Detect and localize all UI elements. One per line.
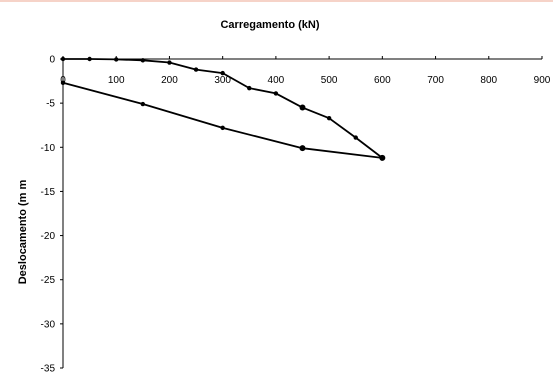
- y-tick-label: -30: [41, 319, 56, 330]
- data-point: [299, 104, 306, 111]
- y-tick-label: -15: [41, 187, 56, 198]
- chart-title: Carregamento (kN): [220, 19, 319, 31]
- data-point: [114, 57, 119, 62]
- top-accent-rule: [0, 0, 553, 2]
- y-tick-label: -10: [41, 143, 56, 154]
- x-tick-label: 100: [108, 75, 125, 86]
- y-tick-label: -25: [41, 275, 56, 286]
- x-tick-label: 900: [534, 75, 551, 86]
- data-point: [60, 56, 66, 62]
- y-tick-label: -20: [41, 231, 56, 242]
- data-point: [299, 145, 306, 152]
- data-point: [353, 135, 358, 140]
- x-tick-label: 800: [480, 75, 497, 86]
- data-point: [273, 91, 279, 96]
- data-point: [60, 80, 66, 86]
- y-axis: 0 -5 -10 -15 -20 -25 -30 -35: [41, 55, 64, 375]
- data-point: [167, 60, 172, 65]
- data-point: [220, 70, 225, 76]
- plot-area: [60, 56, 386, 161]
- y-axis-label: Deslocamento (m m: [17, 180, 29, 285]
- x-axis: 0100200300400500600700800900: [60, 56, 551, 86]
- y-tick-label: 0: [49, 55, 55, 66]
- data-point: [247, 85, 252, 91]
- x-tick-label: 200: [161, 75, 178, 86]
- data-point: [193, 67, 199, 72]
- data-point: [379, 154, 386, 161]
- x-tick-label: 600: [374, 75, 391, 86]
- x-tick-label: 300: [214, 75, 231, 86]
- data-point: [140, 101, 146, 107]
- data-point: [220, 125, 225, 131]
- y-tick-label: -5: [46, 99, 55, 110]
- x-tick-label: 700: [427, 75, 444, 86]
- y-tick-label: -35: [41, 364, 56, 375]
- data-point: [140, 58, 146, 63]
- x-tick-label: 500: [321, 75, 338, 86]
- data-point: [326, 115, 332, 121]
- data-point: [87, 56, 92, 62]
- x-tick-label: 400: [268, 75, 285, 86]
